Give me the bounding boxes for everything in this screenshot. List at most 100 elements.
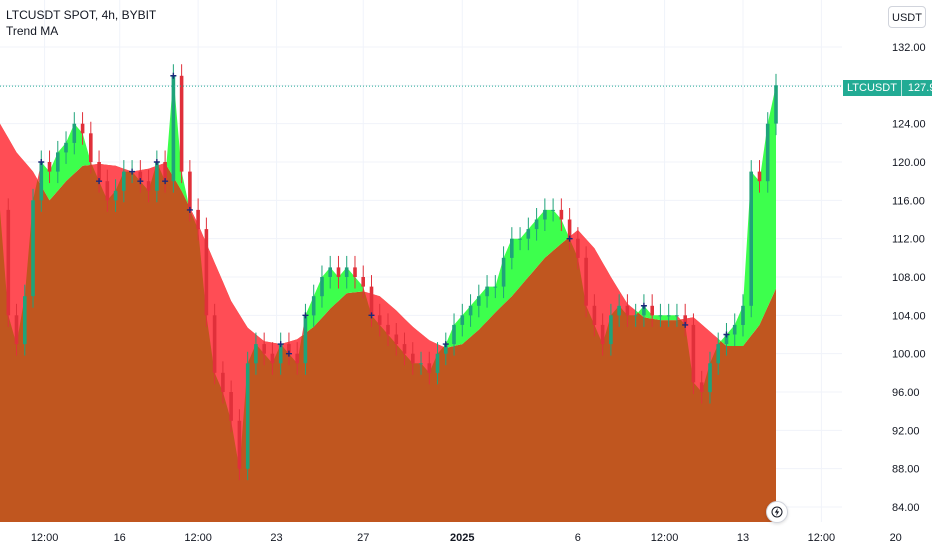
candle-body <box>411 353 415 364</box>
crossover-marker <box>170 72 177 79</box>
crossover-marker <box>162 178 169 185</box>
candle-body <box>485 286 489 297</box>
chart-title: LTCUSDT SPOT, 4h, BYBIT <box>6 8 157 22</box>
crossover-marker <box>723 331 730 338</box>
candle-body <box>732 324 737 335</box>
y-tick-label: 92.00 <box>892 425 920 437</box>
candle-body <box>278 344 283 364</box>
candle-body <box>716 344 720 364</box>
candle-body <box>56 152 60 172</box>
x-tick-label: 12:00 <box>31 532 59 544</box>
candle-body <box>163 162 167 182</box>
candle-body <box>155 162 159 191</box>
candle-body <box>113 190 118 201</box>
candle-body <box>518 238 522 240</box>
candle-body <box>600 324 605 345</box>
candle-body <box>757 171 762 182</box>
last-price-tag: LTCUSDT 127.92 <box>843 80 932 96</box>
candle-body <box>435 353 440 373</box>
x-tick-label: 27 <box>357 532 369 544</box>
candle-body <box>196 209 200 230</box>
y-axis: 132.00128.00124.00120.00116.00112.00108.… <box>892 42 926 514</box>
crossover-marker <box>96 178 103 185</box>
candle-body <box>171 75 176 182</box>
x-tick-label: 23 <box>270 532 282 544</box>
candle-body <box>642 305 646 316</box>
candle-body <box>179 75 184 172</box>
y-tick-label: 132.00 <box>892 42 926 54</box>
candle-body <box>89 133 93 163</box>
candle-body <box>708 363 712 393</box>
crossover-marker <box>368 312 375 319</box>
crossover-marker <box>640 302 647 309</box>
crossover-marker <box>277 341 284 348</box>
x-tick-label: 16 <box>114 532 126 544</box>
candle-body <box>254 344 258 364</box>
candle-body <box>765 123 770 182</box>
y-tick-label: 120.00 <box>892 157 926 169</box>
candle-body <box>377 315 382 325</box>
y-tick-label: 104.00 <box>892 310 926 322</box>
indicator-label[interactable]: Trend MA <box>6 24 59 38</box>
y-tick-label: 108.00 <box>892 272 926 284</box>
lightning-icon <box>771 506 783 518</box>
crossover-marker <box>682 321 689 328</box>
y-tick-label: 96.00 <box>892 387 920 399</box>
candle-body <box>303 315 308 364</box>
y-tick-label: 124.00 <box>892 119 926 131</box>
candle-body <box>39 162 44 201</box>
x-tick-label: 20 <box>890 532 902 544</box>
lightning-button[interactable] <box>766 501 788 523</box>
candle-body <box>361 277 365 287</box>
y-tick-label: 112.00 <box>892 234 925 246</box>
candle-body <box>328 267 332 277</box>
candle-body <box>229 392 233 421</box>
candle-body <box>394 334 399 345</box>
crossover-marker <box>186 206 193 213</box>
candle-body <box>270 353 275 364</box>
crossover-marker <box>442 341 449 348</box>
price-tag-symbol: LTCUSDT <box>843 80 902 96</box>
y-tick-label: 88.00 <box>892 464 920 476</box>
y-tick-label: 84.00 <box>892 502 920 514</box>
signal-markers <box>38 72 730 357</box>
candle-body <box>452 324 456 345</box>
candle-body <box>369 286 374 316</box>
candle-body <box>699 382 704 392</box>
candle-body <box>650 305 654 316</box>
currency-button[interactable]: USDT <box>888 6 926 28</box>
candle-body <box>287 344 291 354</box>
candle-body <box>592 305 597 325</box>
x-tick-label: 12:00 <box>651 532 679 544</box>
candle-body <box>80 123 85 134</box>
candle-body <box>633 315 638 317</box>
candle-body <box>295 353 299 364</box>
candle-body <box>320 277 324 297</box>
candle-body <box>262 344 266 354</box>
candle-body <box>444 344 448 354</box>
x-tick-label: 12:00 <box>808 532 836 544</box>
crossover-marker <box>285 350 292 357</box>
candle-body <box>683 315 687 325</box>
candle-body <box>551 209 555 211</box>
crossover-marker <box>566 235 573 242</box>
candle-body <box>47 162 52 172</box>
candle-body <box>336 267 341 277</box>
price-tag-value: 127.92 <box>907 82 932 94</box>
candle-body <box>584 257 588 306</box>
candle-body <box>237 420 242 469</box>
candle-body <box>146 181 151 191</box>
candle-body <box>658 315 663 317</box>
candle-body <box>460 315 465 325</box>
candle-body <box>64 142 68 153</box>
candle-body <box>625 305 630 316</box>
x-tick-label: 6 <box>575 532 581 544</box>
y-tick-label: 116.00 <box>892 195 925 207</box>
candle-body <box>666 315 671 317</box>
crossover-marker <box>153 159 160 165</box>
candle-body <box>576 238 580 258</box>
y-tick-label: 100.00 <box>892 349 926 361</box>
candle-body <box>353 267 357 277</box>
candle-body <box>534 219 539 230</box>
